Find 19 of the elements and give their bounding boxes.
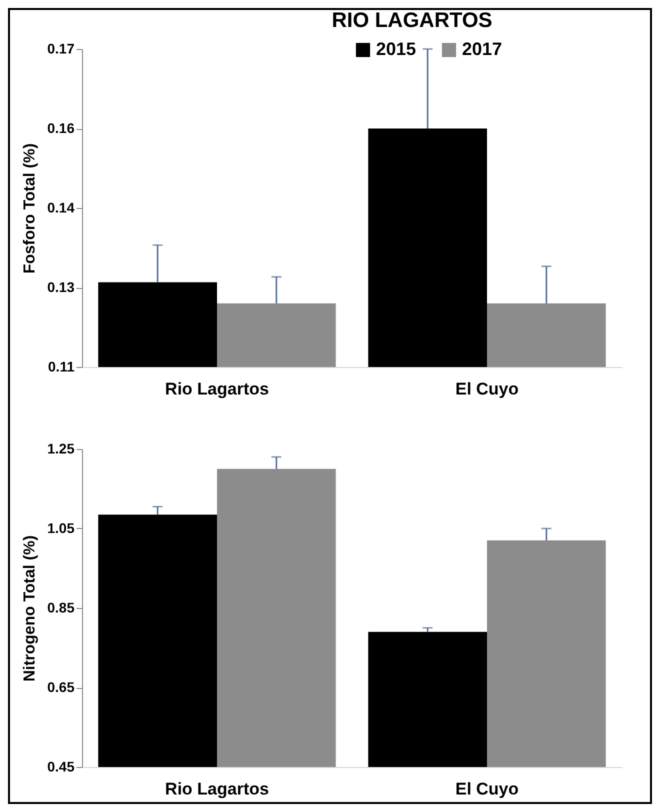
x-tick-label: El Cuyo [455,780,519,798]
y-tick-label: 0.11 [48,358,75,374]
y-axis-title: Nitrogeno Total (%) [21,535,38,682]
x-tick-label: El Cuyo [455,380,519,398]
y-tick-label: 1.05 [47,520,75,536]
y-axis-title: Fosforo Total (%) [21,143,38,274]
y-tick-label: 0.13 [47,279,75,295]
legend-label: 2015 [376,39,416,59]
y-tick-label: 0.65 [47,679,75,695]
y-tick-label: 0.14 [47,200,75,216]
y-tick-label: 0.17 [47,40,75,56]
x-tick-label: Rio Lagartos [165,780,269,798]
y-tick-label: 0.85 [47,600,75,616]
x-tick-label: Rio Lagartos [165,380,269,398]
y-tick-label: 0.16 [47,120,75,136]
chart-title: RIO LAGARTOS [332,9,492,32]
y-tick-label: 1.25 [47,440,75,456]
legend-label: 2017 [462,39,502,59]
y-tick-label: 0.45 [47,758,75,774]
